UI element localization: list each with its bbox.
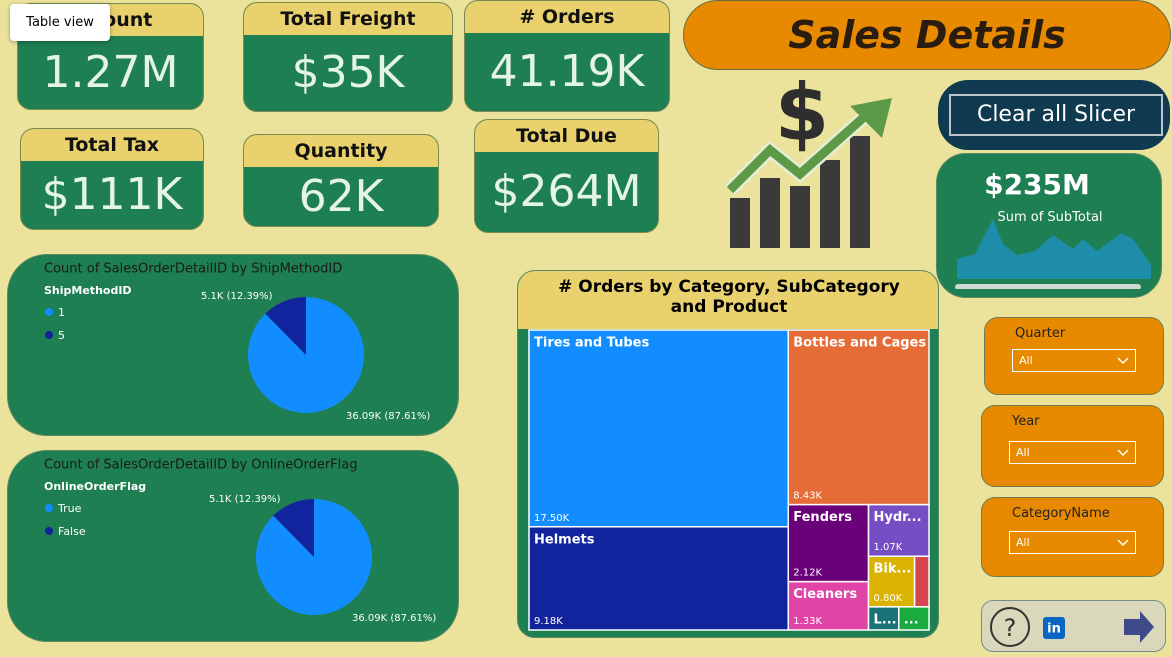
kpi-title: Total Due — [475, 120, 658, 152]
slicer-selected: All — [1016, 446, 1030, 459]
tile-name: L... — [874, 612, 897, 627]
kpi-value: $264M — [491, 166, 642, 217]
pie-slice — [265, 297, 306, 355]
pie-data-label: 5.1K (12.39%) — [201, 291, 273, 302]
pie-data-label: 36.09K (87.61%) — [352, 613, 436, 624]
legend-label: False — [58, 525, 86, 538]
tile-name: Cleaners — [793, 587, 857, 602]
legend-label: True — [57, 502, 82, 515]
kpi-card: Quantity 62K — [243, 134, 439, 227]
dropdown-chevron — [1117, 357, 1129, 365]
subtotal-value: $235M — [984, 168, 1090, 201]
nav-icons: ? in — [990, 607, 1154, 647]
tile-name: Fenders — [793, 510, 852, 525]
kpi-card: # Orders 41.19K — [464, 0, 670, 112]
kpi-value: 1.27M — [42, 47, 179, 98]
pie-slice — [256, 499, 372, 615]
svg-text:in: in — [1047, 622, 1061, 637]
treemap-tile — [787, 329, 930, 506]
treemap-tile — [913, 555, 930, 608]
slicer-selected: All — [1016, 536, 1030, 549]
slicer-dropdown[interactable]: All — [1009, 441, 1136, 464]
tile-name: Tires and Tubes — [534, 336, 649, 351]
treemap-tile — [898, 606, 930, 631]
pie-panel: Count of SalesOrderDetailID by OnlineOrd… — [7, 450, 459, 642]
kpi-value: 41.19K — [489, 46, 645, 97]
tile-value: 2.12K — [793, 568, 822, 579]
tile-name: Bottles and Cages — [793, 336, 926, 351]
pie-slice — [273, 499, 314, 557]
subtotal-card: $235M Sum of SubTotal — [936, 153, 1162, 298]
kpi-title: Quantity — [244, 135, 438, 167]
kpi-card: Total Due $264M — [474, 119, 659, 233]
legend-title: ShipMethodID — [44, 284, 132, 297]
tile-name: Helmets — [534, 532, 595, 547]
chevron — [1117, 539, 1129, 547]
dropdown-chevron — [1117, 449, 1129, 457]
dropdown-chevron — [1117, 539, 1129, 547]
kpi-value: $35K — [291, 47, 405, 98]
treemap-title: # Orders by Category, SubCategory and Pr… — [518, 271, 938, 329]
legend-marker — [45, 331, 53, 339]
treemap-tile — [787, 580, 870, 631]
slicer-dropdown[interactable]: All — [1012, 349, 1136, 372]
kpi-value: 62K — [298, 171, 384, 222]
pie-panel: Count of SalesOrderDetailID by ShipMetho… — [7, 254, 459, 436]
pie-chart: Count of SalesOrderDetailID by ShipMetho… — [44, 262, 430, 423]
tooltip: Table view — [10, 4, 110, 41]
chevron — [1117, 449, 1129, 457]
kpi-title: Total Freight — [244, 3, 452, 35]
slicer-label: Year — [1012, 414, 1040, 429]
slicer: Quarter All — [984, 317, 1164, 395]
pie-chart: Count of SalesOrderDetailID by OnlineOrd… — [44, 458, 436, 625]
nav-bar: ? in — [981, 600, 1166, 652]
tile-value: 0.80K — [874, 593, 903, 604]
subtotal-label: Sum of SubTotal — [997, 210, 1103, 225]
tile-value: 1.33K — [793, 616, 822, 627]
tile-value: 17.50K — [534, 513, 570, 524]
tile-value: 8.43K — [793, 491, 822, 502]
clear-slicer-button[interactable]: Clear all Slicer — [949, 94, 1163, 136]
pie-title: Count of SalesOrderDetailID by OnlineOrd… — [44, 458, 357, 473]
pie-data-label: 5.1K (12.39%) — [209, 494, 281, 505]
svg-text:$: $ — [775, 78, 829, 158]
treemap-tile — [528, 329, 790, 528]
tile-value: 1.07K — [874, 542, 903, 553]
legend-label: 1 — [58, 306, 65, 319]
kpi-title: Total Tax — [21, 129, 203, 161]
sparkline — [955, 219, 1151, 289]
kpi-card: Total Tax $111K — [20, 128, 204, 230]
slicer-selected: All — [1019, 354, 1033, 367]
tile-name: ... — [904, 612, 919, 627]
sales-icon: $ — [725, 78, 892, 248]
kpi-title: # Orders — [465, 1, 669, 33]
kpi-card: Total Freight $35K — [243, 2, 453, 112]
page-title: Sales Details — [683, 0, 1171, 70]
chevron — [1117, 357, 1129, 365]
kpi-value: $111K — [41, 169, 183, 220]
slicer-label: CategoryName — [1012, 506, 1110, 521]
slicer: Year All — [981, 405, 1164, 487]
treemap-tile — [528, 526, 790, 631]
legend-title: OnlineOrderFlag — [44, 480, 146, 493]
legend-marker — [45, 527, 53, 535]
clear-button-frame: Clear all Slicer — [938, 80, 1170, 150]
slicer-dropdown[interactable]: All — [1009, 531, 1136, 554]
svg-text:?: ? — [1004, 614, 1017, 642]
legend-marker — [45, 308, 53, 316]
pie-data-label: 36.09K (87.61%) — [346, 411, 430, 422]
legend-label: 5 — [58, 329, 65, 342]
legend-marker — [45, 504, 53, 512]
treemap-panel: # Orders by Category, SubCategory and Pr… — [517, 270, 939, 638]
treemap-tile — [867, 555, 916, 608]
treemap: Tires and Tubes 17.50K Helmets 9.18K Bottles… — [528, 329, 930, 631]
tile-name: Bik... — [874, 562, 912, 577]
tile-value: 9.18K — [534, 616, 563, 627]
slicer-label: Quarter — [1015, 326, 1066, 341]
pie-title: Count of SalesOrderDetailID by ShipMetho… — [44, 262, 342, 277]
slicer: CategoryName All — [981, 497, 1164, 577]
tile-name: Hydr... — [874, 510, 922, 525]
